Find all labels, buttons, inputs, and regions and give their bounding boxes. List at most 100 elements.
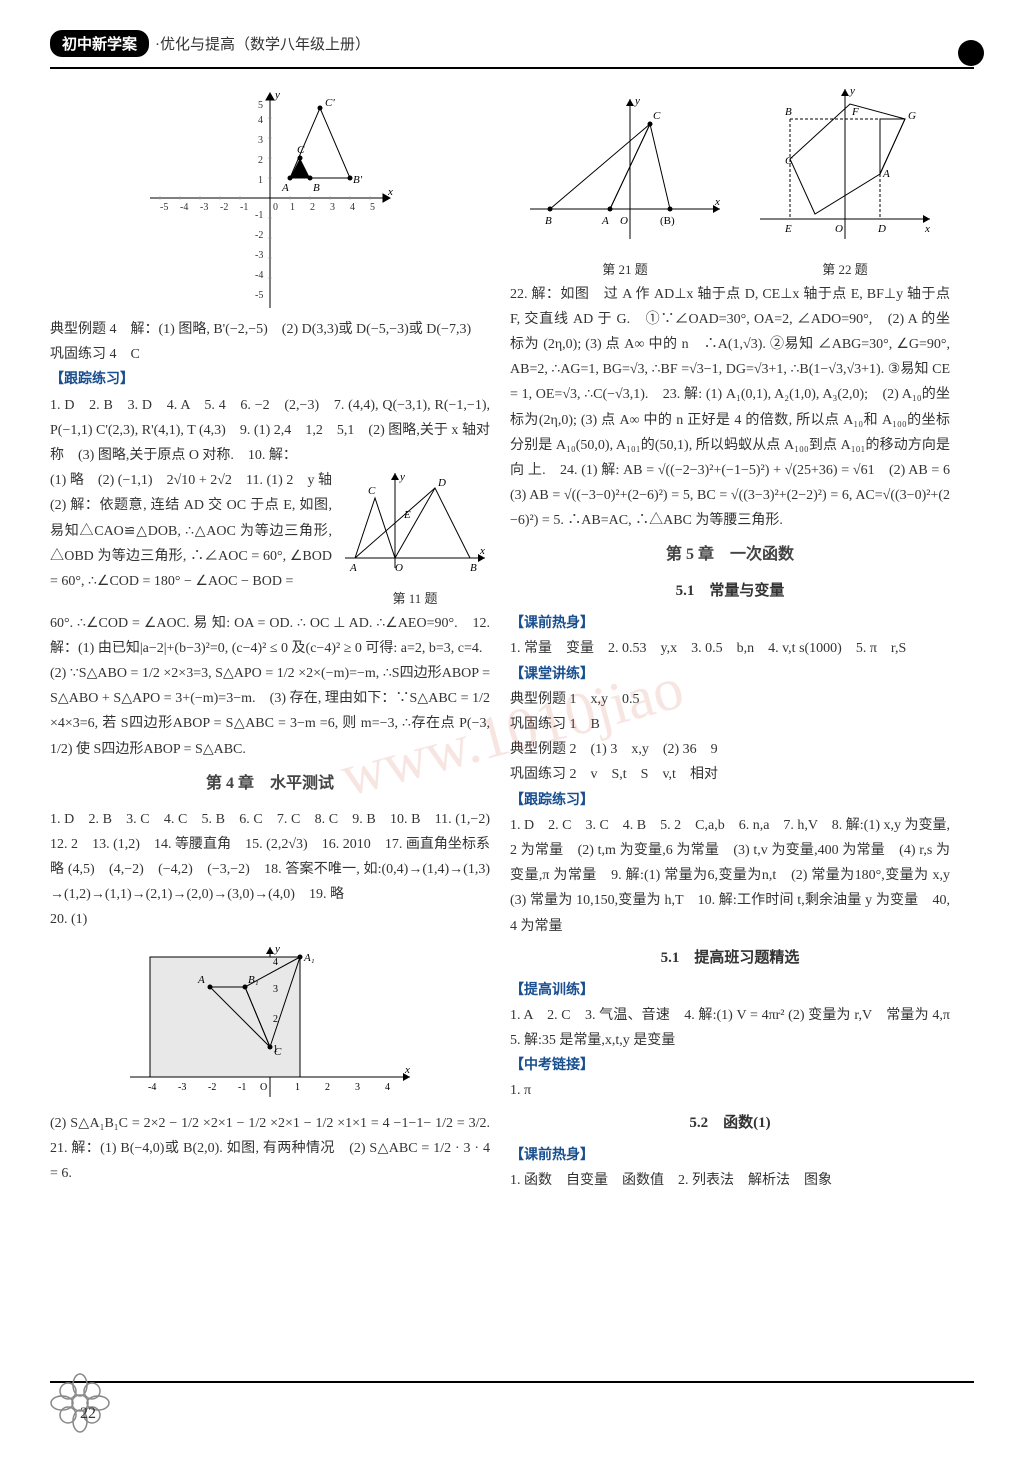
header-subtitle: ·优化与提高（数学八年级上册） bbox=[155, 33, 370, 54]
svg-text:x: x bbox=[404, 1064, 410, 1076]
svg-text:E: E bbox=[403, 509, 411, 521]
svg-text:3: 3 bbox=[273, 984, 278, 995]
sec51b-title: 5.1 提高班习题精选 bbox=[510, 945, 950, 972]
p-left-3: 1. D 2. B 3. D 4. A 5. 4 6. −2 (2,−3) 7.… bbox=[50, 393, 490, 469]
p-left-1: 典型例题 4 解：(1) 图略, B'(−2,−5) (2) D(3,3)或 D… bbox=[50, 317, 490, 342]
svg-text:-2: -2 bbox=[255, 230, 263, 241]
svg-text:A: A bbox=[349, 562, 357, 574]
svg-text:F: F bbox=[851, 106, 859, 118]
label-track-1: 【跟踪练习】 bbox=[50, 367, 490, 392]
footer-rule bbox=[50, 1381, 974, 1383]
svg-text:y: y bbox=[274, 89, 280, 101]
svg-text:3: 3 bbox=[330, 202, 335, 213]
label-lecture: 【课堂讲练】 bbox=[510, 662, 950, 687]
svg-text:-4: -4 bbox=[148, 1082, 156, 1093]
svg-text:B: B bbox=[313, 182, 320, 194]
p-right-4: 巩固练习 1 B bbox=[510, 712, 950, 737]
svg-text:-2: -2 bbox=[208, 1082, 216, 1093]
sec52-title: 5.2 函数(1) bbox=[510, 1110, 950, 1137]
svg-text:O: O bbox=[620, 215, 628, 227]
svg-text:-1: -1 bbox=[255, 210, 263, 221]
p-left-5: 60°. ∴∠COD = ∠AOC. 易 知: OA = OD. ∴ OC ⊥ … bbox=[50, 611, 490, 661]
svg-text:C: C bbox=[368, 485, 376, 497]
p-left-4: (1) 略 (2) (−1,1) 2√10 + 2√2 11. (1) 2 y … bbox=[50, 468, 332, 611]
svg-text:1: 1 bbox=[258, 175, 263, 186]
flower-icon bbox=[50, 1373, 110, 1433]
svg-text:0: 0 bbox=[273, 202, 278, 213]
p-left-2: 巩固练习 4 C bbox=[50, 342, 490, 367]
label-preclass-2: 【课前热身】 bbox=[510, 1143, 950, 1168]
p-right-9: 1. π bbox=[510, 1078, 950, 1103]
svg-text:B': B' bbox=[353, 174, 363, 186]
label-examlink: 【中考链接】 bbox=[510, 1053, 950, 1078]
svg-text:O: O bbox=[260, 1082, 267, 1093]
svg-text:B: B bbox=[545, 215, 552, 227]
graph-q11: A O B C D E x y bbox=[340, 468, 490, 578]
svg-text:A: A bbox=[601, 215, 609, 227]
graph-q22: B F G A C E O D x y bbox=[750, 79, 940, 249]
svg-text:-1: -1 bbox=[240, 202, 248, 213]
chapter4-title: 第 4 章 水平测试 bbox=[50, 770, 490, 799]
svg-text:A₁: A₁ bbox=[303, 952, 315, 964]
svg-text:-3: -3 bbox=[178, 1082, 186, 1093]
p-right-8: 1. A 2. C 3. 气温、音速 4. 解:(1) V = 4πr² (2)… bbox=[510, 1003, 950, 1053]
svg-text:-3: -3 bbox=[255, 250, 263, 261]
svg-text:E: E bbox=[784, 223, 792, 235]
left-column: -5-4-3-2-1 012345 12345 -1-2-3-4-5 ABC B… bbox=[50, 79, 490, 1193]
header-rule bbox=[50, 67, 974, 69]
svg-text:-2: -2 bbox=[220, 202, 228, 213]
svg-text:G: G bbox=[908, 110, 916, 122]
p-left-9: (2) S△A₁B₁C = 2×2 − 1/2 ×2×1 − 1/2 ×2×1 … bbox=[50, 1111, 490, 1187]
svg-text:2: 2 bbox=[258, 155, 263, 166]
svg-text:2: 2 bbox=[273, 1014, 278, 1025]
label-preclass: 【课前热身】 bbox=[510, 611, 950, 636]
svg-text:x: x bbox=[479, 545, 485, 557]
p-right-7: 1. D 2. C 3. C 4. B 5. 2 C,a,b 6. n,a 7.… bbox=[510, 813, 950, 939]
svg-text:O: O bbox=[395, 562, 403, 574]
sec51-title: 5.1 常量与变量 bbox=[510, 578, 950, 605]
svg-text:5: 5 bbox=[370, 202, 375, 213]
svg-text:D: D bbox=[877, 223, 886, 235]
page-number: 22 bbox=[80, 1405, 96, 1423]
svg-text:4: 4 bbox=[350, 202, 355, 213]
graph-q21: B A O (B) C x y bbox=[520, 89, 730, 249]
svg-text:B: B bbox=[785, 106, 792, 118]
label-improve: 【提高训练】 bbox=[510, 978, 950, 1003]
p-left-6: (2) ∵S△ABO = 1/2 ×2×3=3, S△APO = 1/2 ×2×… bbox=[50, 661, 490, 762]
svg-text:(B): (B) bbox=[660, 215, 675, 227]
p-right-10: 1. 函数 自变量 函数值 2. 列表法 解析法 图象 bbox=[510, 1168, 950, 1193]
p-right-3: 典型例题 1 x,y 0.5 bbox=[510, 687, 950, 712]
svg-text:A: A bbox=[882, 168, 890, 180]
svg-text:4: 4 bbox=[258, 115, 263, 126]
svg-text:-5: -5 bbox=[160, 202, 168, 213]
header-badge: 初中新学案 bbox=[50, 30, 149, 57]
p-right-1: 22. 解：如图 过 A 作 AD⊥x 轴于点 D, CE⊥x 轴于点 E, B… bbox=[510, 282, 950, 534]
svg-text:-4: -4 bbox=[180, 202, 188, 213]
svg-text:O: O bbox=[835, 223, 843, 235]
svg-text:5: 5 bbox=[258, 100, 263, 111]
graph-q20: -4-3-2-1 1234 1234 O A B₁ A₁ C x y bbox=[120, 937, 420, 1107]
label-track-2: 【跟踪练习】 bbox=[510, 788, 950, 813]
svg-text:x: x bbox=[924, 223, 930, 235]
p-right-5: 典型例题 2 (1) 3 x,y (2) 36 9 bbox=[510, 737, 950, 762]
p-right-6: 巩固练习 2 v S,t S v,t 相对 bbox=[510, 762, 950, 787]
svg-text:C: C bbox=[785, 155, 793, 167]
svg-text:4: 4 bbox=[385, 1082, 390, 1093]
svg-text:3: 3 bbox=[355, 1082, 360, 1093]
chapter5-title: 第 5 章 一次函数 bbox=[510, 541, 950, 570]
svg-text:y: y bbox=[849, 85, 855, 97]
p-left-8: 20. (1) bbox=[50, 907, 490, 932]
svg-text:-1: -1 bbox=[238, 1082, 246, 1093]
svg-text:-5: -5 bbox=[255, 290, 263, 301]
svg-text:C: C bbox=[653, 110, 661, 122]
svg-text:x: x bbox=[387, 186, 393, 198]
svg-text:A: A bbox=[197, 974, 205, 986]
svg-text:2: 2 bbox=[310, 202, 315, 213]
corner-dot bbox=[958, 40, 984, 66]
svg-text:A: A bbox=[281, 182, 289, 194]
fig22-caption: 第 22 题 bbox=[750, 258, 940, 281]
svg-text:C: C bbox=[297, 144, 305, 156]
svg-text:3: 3 bbox=[258, 135, 263, 146]
svg-text:C': C' bbox=[325, 97, 335, 109]
fig21-caption: 第 21 题 bbox=[520, 258, 730, 281]
